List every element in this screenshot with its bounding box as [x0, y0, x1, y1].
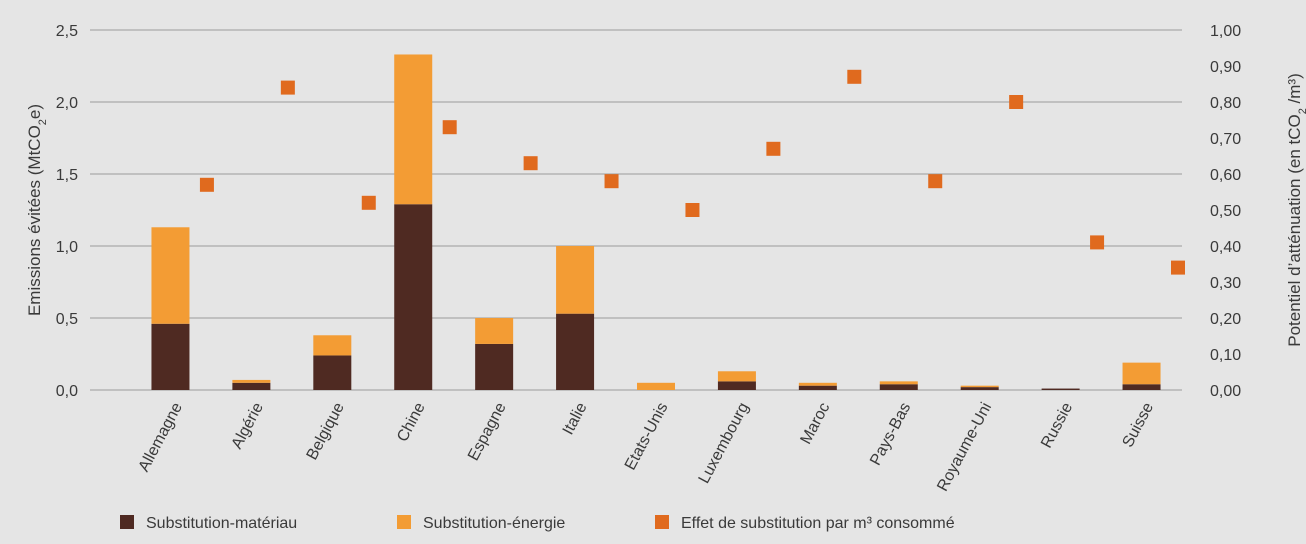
y-right-tick-label: 1,00	[1210, 23, 1241, 40]
bar-substitution-materiau	[960, 387, 999, 390]
legend-label: Substitution-matériau	[146, 515, 297, 532]
bar-substitution-energie	[556, 246, 595, 314]
x-category-label: Espagne	[465, 400, 510, 464]
bar-substitution-energie	[717, 371, 756, 382]
x-category-label: Russie	[1038, 400, 1076, 451]
legend-swatch	[120, 515, 134, 529]
bar-substitution-energie	[475, 318, 514, 344]
x-category-label: Luxembourg	[696, 400, 753, 487]
bar-substitution-energie	[313, 335, 352, 356]
bar-substitution-materiau	[475, 343, 514, 390]
y-left-tick-label: 2,5	[56, 23, 78, 40]
legend-swatch	[397, 515, 411, 529]
scatter-point-effet-substitution	[1009, 95, 1024, 109]
y-left-axis-title: Emissions évitées (MtCO2e)	[25, 104, 49, 316]
x-category-label: Algérie	[229, 400, 267, 452]
scatter-point-effet-substitution	[928, 174, 943, 189]
y-right-tick-label: 0,40	[1210, 239, 1241, 256]
y-left-tick-label: 1,5	[56, 167, 78, 184]
bar-substitution-materiau	[1041, 388, 1080, 390]
bar-substitution-materiau	[1122, 384, 1161, 390]
y-left-tick-label: 0,5	[56, 311, 78, 328]
scatter-point-effet-substitution	[199, 177, 214, 192]
bar-substitution-materiau	[879, 384, 918, 390]
legend-swatch	[655, 515, 669, 529]
y-right-tick-label: 0,00	[1210, 383, 1241, 400]
scatter-point-effet-substitution	[1171, 260, 1185, 275]
x-category-label: Chine	[394, 400, 429, 445]
y-right-tick-label: 0,50	[1210, 203, 1241, 220]
bar-substitution-energie	[798, 382, 837, 386]
scatter-point-effet-substitution	[361, 195, 376, 210]
bar-substitution-materiau	[394, 204, 433, 390]
y-right-axis-title: Potentiel d’atténuation (en tCO2 /m³)	[1285, 73, 1306, 347]
scatter-point-effet-substitution	[442, 120, 457, 135]
bar-substitution-materiau	[798, 385, 837, 390]
bar-substitution-energie	[1122, 362, 1161, 385]
legend-label: Substitution-énergie	[423, 515, 565, 532]
scatter-point-effet-substitution	[1090, 235, 1105, 250]
x-category-label: Royaume-Uni	[934, 400, 995, 494]
y-right-tick-label: 0,60	[1210, 167, 1241, 184]
legend-label: Effet de substitution par m³ consommé	[681, 515, 955, 532]
scatter-point-effet-substitution	[766, 141, 781, 156]
bar-substitution-energie	[637, 382, 675, 390]
scatter-point-effet-substitution	[847, 69, 862, 84]
y-right-tick-label: 0,90	[1210, 59, 1241, 76]
y-right-tick-label: 0,70	[1210, 131, 1241, 148]
bar-substitution-energie	[879, 381, 918, 385]
bar-substitution-materiau	[232, 382, 271, 390]
x-category-label: Allemagne	[135, 400, 186, 475]
y-right-tick-label: 0,20	[1210, 311, 1241, 328]
y-right-tick-label: 0,30	[1210, 275, 1241, 292]
y-right-tick-label: 0,10	[1210, 347, 1241, 364]
bar-substitution-energie	[232, 379, 271, 383]
x-category-label: Etats-Unis	[622, 400, 672, 473]
bar-substitution-materiau	[717, 381, 756, 390]
x-category-label: Italie	[560, 400, 591, 438]
y-left-tick-label: 2,0	[56, 95, 78, 112]
x-category-label: Maroc	[797, 400, 833, 447]
y-right-tick-label: 0,80	[1210, 95, 1241, 112]
scatter-point-effet-substitution	[685, 203, 700, 217]
bar-substitution-materiau	[151, 323, 190, 390]
x-category-label: Suisse	[1120, 400, 1158, 450]
x-category-label: Pays-Bas	[867, 400, 914, 468]
scatter-point-effet-substitution	[280, 80, 295, 95]
bar-substitution-energie	[960, 385, 999, 388]
scatter-point-effet-substitution	[604, 174, 619, 189]
bar-substitution-materiau	[313, 355, 352, 390]
y-left-tick-label: 0,0	[56, 383, 78, 400]
scatter-point-effet-substitution	[523, 156, 538, 171]
bar-substitution-energie	[394, 54, 433, 205]
bar-substitution-materiau	[556, 313, 595, 390]
y-left-tick-label: 1,0	[56, 239, 78, 256]
bar-substitution-energie	[151, 227, 190, 324]
x-category-label: Belgique	[304, 400, 348, 463]
